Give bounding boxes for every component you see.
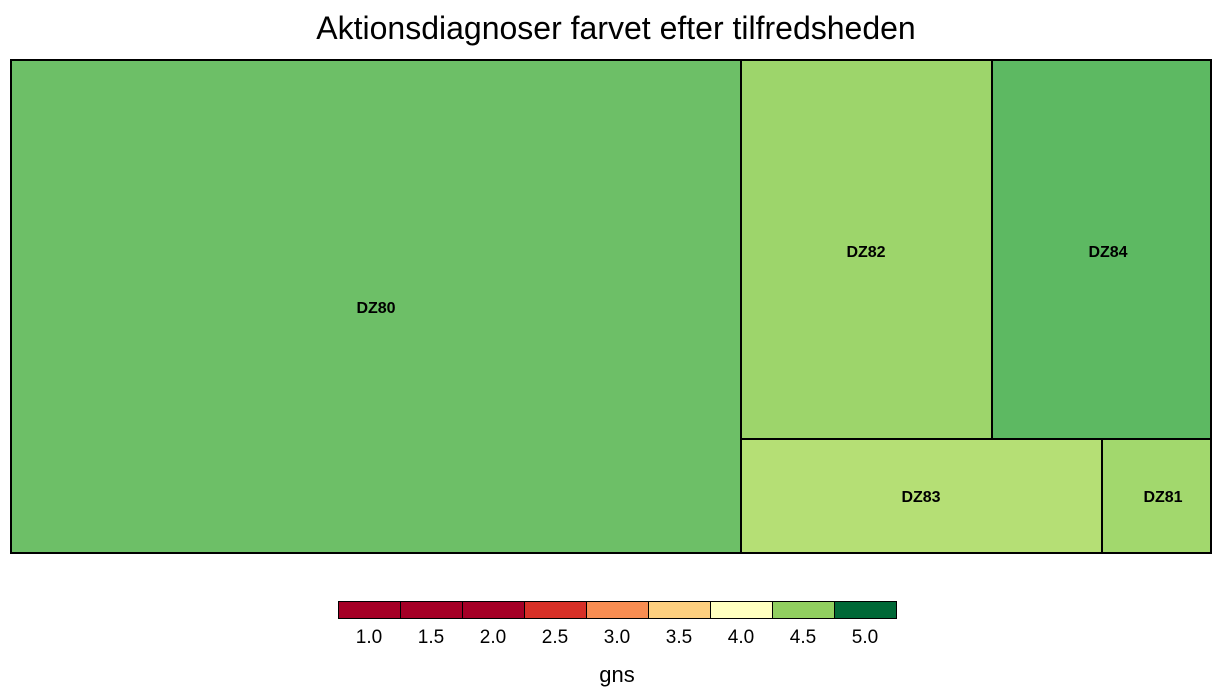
legend-swatch: [710, 601, 773, 619]
legend-swatch: [462, 601, 525, 619]
legend-swatch: [772, 601, 835, 619]
legend-swatch: [338, 601, 401, 619]
tile-label-dz84: DZ84: [1088, 244, 1128, 261]
tile-label-dz82: DZ82: [846, 244, 886, 261]
legend-tick-label: 5.0: [851, 627, 879, 648]
legend-swatch: [524, 601, 587, 619]
legend-tick-label: 2.5: [541, 627, 569, 648]
legend-swatch: [400, 601, 463, 619]
tile-label-dz83: DZ83: [901, 489, 941, 506]
tile-label-dz81: DZ81: [1143, 489, 1183, 506]
color-legend: 1.0 1.5 2.0 2.5 3.0 3.5 4.0 4.5 5.0: [338, 601, 897, 648]
legend-tick-label: 4.5: [789, 627, 817, 648]
tile-dz81: [1101, 438, 1212, 554]
legend-tick-label: 1.0: [355, 627, 383, 648]
legend-tick-label: 3.5: [665, 627, 693, 648]
legend-swatch: [648, 601, 711, 619]
tile-dz83: [740, 438, 1103, 554]
legend-tick-label: 4.0: [727, 627, 755, 648]
tile-label-dz80: DZ80: [356, 300, 396, 317]
legend-tick-label: 3.0: [603, 627, 631, 648]
tile-dz80: [10, 59, 742, 554]
legend-tick-label: 1.5: [417, 627, 445, 648]
tile-dz82: [740, 59, 993, 440]
legend-swatch: [834, 601, 897, 619]
chart-title: Aktionsdiagnoser farvet efter tilfredshe…: [316, 10, 916, 46]
legend-tick-label: 2.0: [479, 627, 507, 648]
legend-swatch: [586, 601, 649, 619]
legend-title: gns: [599, 662, 635, 687]
treemap: DZ80 DZ82 DZ84 DZ83 DZ81: [10, 59, 1212, 554]
